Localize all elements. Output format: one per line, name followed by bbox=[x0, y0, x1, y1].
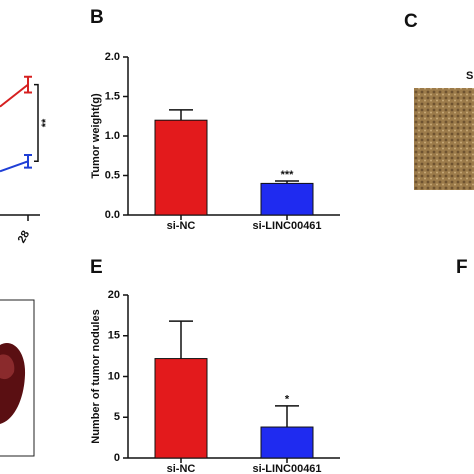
significance-bracket bbox=[34, 83, 39, 163]
bar bbox=[260, 426, 314, 459]
y-axis-title: Tumor weight(g) bbox=[90, 93, 102, 179]
trend-segment bbox=[0, 83, 29, 108]
panel-subtitle: S bbox=[466, 70, 473, 82]
tumor-highlight bbox=[0, 354, 15, 380]
annotation: ** bbox=[40, 118, 52, 127]
y-tick-label: 5 bbox=[114, 411, 120, 423]
error-bar bbox=[275, 405, 299, 428]
x-tick-label: si-NC bbox=[167, 220, 196, 232]
y-tick-label: 2.0 bbox=[105, 51, 120, 63]
y-axis-title: Number of tumor nodules bbox=[90, 309, 102, 443]
y-tick-label: 10 bbox=[108, 370, 120, 382]
error-bar bbox=[24, 153, 32, 169]
bar bbox=[154, 358, 208, 459]
annotation: * bbox=[285, 394, 290, 406]
y-tick-label: 0.5 bbox=[105, 169, 120, 181]
panel-label: F bbox=[456, 257, 468, 278]
y-tick-label: 1.0 bbox=[105, 130, 120, 142]
x-tick-label: 28 bbox=[16, 229, 33, 246]
bar bbox=[154, 119, 208, 216]
y-tick-label: 0.0 bbox=[105, 209, 120, 221]
error-bar bbox=[24, 75, 32, 94]
annotation: *** bbox=[281, 169, 295, 181]
y-tick-label: 0 bbox=[114, 452, 120, 464]
panel-label: E bbox=[90, 257, 103, 278]
y-tick-label: 15 bbox=[108, 330, 120, 342]
panel-label: C bbox=[404, 11, 418, 32]
error-bar bbox=[169, 109, 193, 121]
trend-segment bbox=[0, 160, 29, 173]
error-bar bbox=[169, 320, 193, 359]
y-tick-label: 1.5 bbox=[105, 90, 120, 102]
micrograph bbox=[414, 88, 474, 190]
error-bar bbox=[275, 180, 299, 184]
x-tick-label: si-LINC00461 bbox=[252, 220, 321, 232]
bar bbox=[260, 182, 314, 216]
x-tick-label: si-LINC00461 bbox=[252, 463, 321, 474]
panel-label: B bbox=[90, 7, 104, 28]
y-tick-label: 20 bbox=[108, 289, 120, 301]
x-tick-label: si-NC bbox=[167, 463, 196, 474]
